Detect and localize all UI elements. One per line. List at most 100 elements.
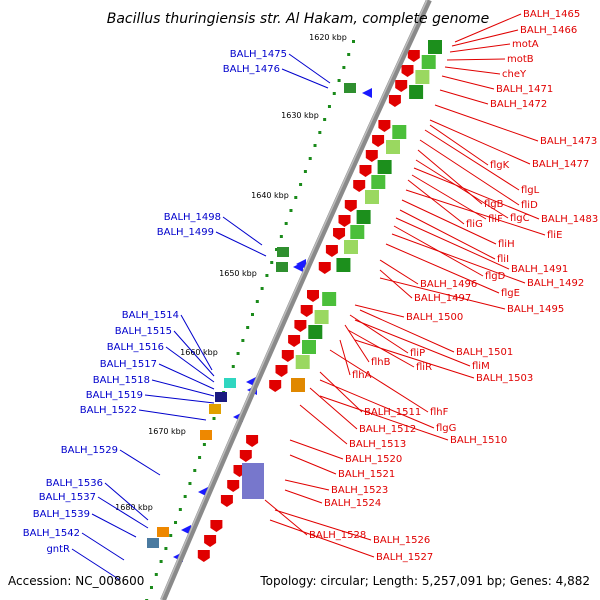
gene-arrow[interactable] [281, 350, 294, 362]
gene-block[interactable] [336, 258, 351, 272]
gene-block[interactable] [157, 527, 169, 537]
gene-arrow[interactable] [220, 495, 233, 507]
gene-block[interactable] [314, 310, 329, 324]
gene-arrow[interactable] [365, 150, 378, 162]
gene-label-right[interactable]: fliP [410, 348, 425, 359]
gene-label-left[interactable]: gntR [46, 544, 70, 555]
gene-block[interactable] [371, 175, 386, 189]
gene-block[interactable] [276, 262, 288, 272]
gene-arrow[interactable] [227, 480, 240, 492]
gene-block[interactable] [415, 70, 430, 84]
gene-block[interactable] [200, 430, 212, 440]
gene-label-right[interactable]: BALH_1510 [450, 435, 507, 446]
gene-label-left[interactable]: BALH_1515 [115, 326, 172, 337]
gene-label-left[interactable]: BALH_1522 [80, 405, 137, 416]
gene-arrow[interactable] [407, 50, 420, 62]
gene-label-right[interactable]: BALH_1497 [414, 293, 471, 304]
gene-label-right[interactable]: BALH_1512 [359, 424, 416, 435]
gene-block[interactable] [295, 355, 310, 369]
gene-label-right[interactable]: BALH_1472 [490, 99, 547, 110]
gene-block[interactable] [409, 85, 424, 99]
gene-block[interactable] [291, 378, 305, 392]
gene-block[interactable] [277, 247, 289, 257]
gene-block[interactable] [392, 125, 407, 139]
gene-block[interactable] [344, 83, 356, 93]
gene-label-right[interactable]: BALH_1466 [520, 25, 577, 36]
gene-label-right[interactable]: BALH_1513 [349, 439, 406, 450]
gene-label-left[interactable]: BALH_1517 [100, 359, 157, 370]
gene-label-right[interactable]: motB [507, 54, 534, 65]
gene-label-right[interactable]: BALH_1496 [420, 279, 477, 290]
gene-arrow[interactable] [269, 380, 282, 392]
gene-label-right[interactable]: flgL [521, 185, 540, 196]
gene-arrow[interactable] [344, 200, 357, 212]
gene-label-right[interactable]: flgB [484, 199, 504, 210]
gene-label-right[interactable]: flhA [352, 370, 372, 381]
gene-label-right[interactable]: BALH_1523 [331, 485, 388, 496]
gene-label-right[interactable]: fliI [497, 254, 509, 265]
gene-label-right[interactable]: flhB [371, 357, 391, 368]
gene-block[interactable] [308, 325, 323, 339]
gene-arrow[interactable] [296, 259, 306, 269]
gene-label-right[interactable]: BALH_1483 [541, 214, 598, 225]
gene-label-left[interactable]: BALH_1475 [230, 49, 287, 60]
gene-block[interactable] [302, 340, 316, 354]
gene-label-left[interactable]: BALH_1529 [61, 445, 118, 456]
gene-label-right[interactable]: BALH_1492 [527, 278, 584, 289]
gene-label-right[interactable]: flgD [485, 271, 506, 282]
gene-label-left[interactable]: BALH_1542 [23, 528, 80, 539]
gene-label-right[interactable]: BALH_1521 [338, 469, 395, 480]
gene-arrow[interactable] [318, 262, 331, 274]
gene-arrow[interactable] [275, 365, 288, 377]
gene-arrow[interactable] [395, 80, 408, 92]
gene-label-left[interactable]: BALH_1498 [164, 212, 221, 223]
gene-block[interactable] [356, 210, 371, 224]
gene-label-left[interactable]: BALH_1536 [46, 478, 103, 489]
gene-block[interactable] [428, 40, 442, 54]
gene-block[interactable] [386, 140, 400, 154]
gene-arrow[interactable] [362, 88, 372, 98]
gene-label-right[interactable]: motA [512, 39, 539, 50]
gene-block[interactable] [350, 225, 365, 239]
gene-label-right[interactable]: fliE [547, 230, 562, 241]
gene-arrow[interactable] [338, 215, 351, 227]
gene-label-left[interactable]: BALH_1499 [157, 227, 214, 238]
gene-arrow[interactable] [359, 165, 372, 177]
gene-arrow[interactable] [372, 135, 385, 147]
gene-label-right[interactable]: fliG [466, 219, 483, 230]
gene-label-right[interactable]: BALH_1501 [456, 347, 513, 358]
gene-label-right[interactable]: BALH_1511 [364, 407, 421, 418]
gene-label-right[interactable]: flgG [436, 423, 456, 434]
gene-block[interactable] [242, 463, 264, 499]
gene-block[interactable] [224, 378, 236, 388]
gene-arrow[interactable] [388, 95, 401, 107]
gene-label-left[interactable]: BALH_1537 [39, 492, 96, 503]
gene-block[interactable] [421, 55, 436, 69]
gene-label-right[interactable]: BALH_1491 [511, 264, 568, 275]
gene-arrow[interactable] [401, 65, 414, 77]
gene-label-right[interactable]: fliM [472, 361, 490, 372]
gene-block[interactable] [377, 160, 392, 174]
gene-label-right[interactable]: fliD [521, 200, 538, 211]
gene-label-right[interactable]: fliH [498, 239, 515, 250]
gene-label-right[interactable]: BALH_1495 [507, 304, 564, 315]
gene-label-right[interactable]: BALH_1473 [540, 136, 597, 147]
gene-arrow[interactable] [333, 228, 346, 240]
gene-label-right[interactable]: BALH_1477 [532, 159, 589, 170]
gene-arrow[interactable] [307, 290, 319, 302]
gene-arrow[interactable] [288, 335, 301, 347]
gene-arrow[interactable] [204, 535, 217, 547]
gene-label-right[interactable]: cheY [502, 69, 527, 80]
gene-label-right[interactable]: flgK [490, 160, 510, 171]
gene-block[interactable] [209, 404, 221, 414]
gene-label-left[interactable]: BALH_1516 [107, 342, 164, 353]
gene-arrow[interactable] [210, 520, 223, 532]
gene-label-left[interactable]: BALH_1514 [122, 310, 179, 321]
gene-label-right[interactable]: BALH_1500 [406, 312, 463, 323]
gene-label-right[interactable]: BALH_1503 [476, 373, 533, 384]
gene-block[interactable] [215, 392, 227, 402]
gene-label-right[interactable]: flgE [501, 288, 520, 299]
gene-label-left[interactable]: BALH_1539 [33, 509, 90, 520]
gene-label-left[interactable]: BALH_1518 [93, 375, 150, 386]
gene-label-right[interactable]: BALH_1528 [309, 530, 366, 541]
